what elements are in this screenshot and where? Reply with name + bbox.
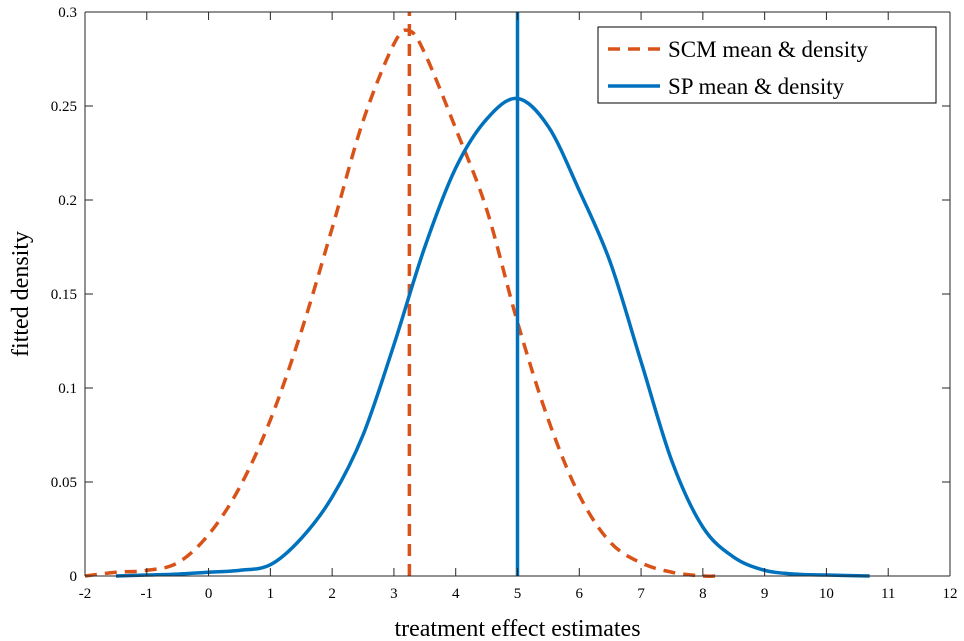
y-axis-label: fitted density (8, 231, 34, 357)
y-tick-label: 0.3 (58, 5, 77, 21)
x-tick-label: -1 (141, 586, 154, 602)
y-tick-label: 0.05 (51, 475, 77, 491)
y-tick-label: 0.2 (58, 193, 77, 209)
x-tick-label: 9 (761, 586, 769, 602)
series-layer (84, 12, 870, 579)
x-tick-label: 0 (205, 586, 213, 602)
x-tick-label: 7 (637, 586, 645, 602)
x-tick-label: -2 (79, 586, 92, 602)
legend-box (597, 26, 937, 104)
x-tick-label: 1 (267, 586, 275, 602)
x-tick-label: 12 (943, 586, 958, 602)
x-axis-label: treatment effect estimates (394, 616, 640, 641)
axis-layer: -2 -1 0 1 2 3 4 5 6 7 8 9 10 11 1200.050.10.150.20.250… (51, 5, 958, 602)
legend: SCM mean & density SP mean & density (597, 26, 937, 104)
legend-label-scm: SCM mean & density (668, 37, 868, 62)
x-tick-label: 4 (452, 586, 460, 602)
density-line-sp (115, 96, 870, 578)
x-tick-label: 3 (390, 586, 398, 602)
x-tick-label: 6 (576, 586, 584, 602)
x-tick-label: 10 (819, 586, 834, 602)
x-tick-label: 11 (881, 586, 895, 602)
x-tick-label: 8 (699, 586, 707, 602)
y-tick-label: 0 (70, 569, 78, 585)
y-tick-label: 0.1 (58, 381, 77, 397)
legend-label-sp: SP mean & density (668, 74, 845, 99)
x-tick-label: 2 (328, 586, 336, 602)
y-tick-label: 0.25 (51, 99, 77, 115)
y-tick-label: 0.15 (51, 287, 77, 303)
x-tick-label: 5 (514, 586, 522, 602)
